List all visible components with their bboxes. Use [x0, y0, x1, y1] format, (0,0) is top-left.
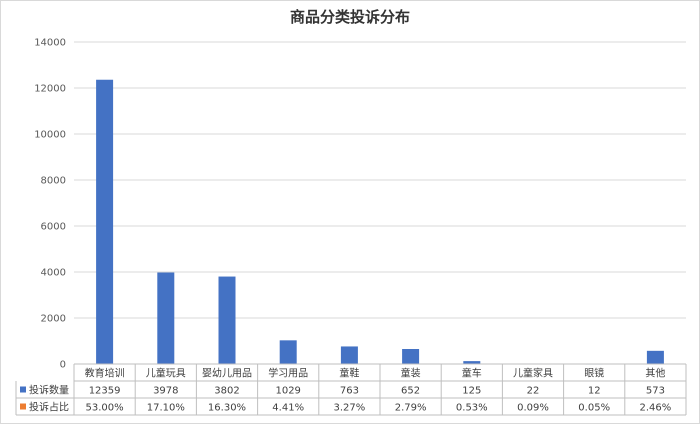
table-cell: 3.27%: [334, 403, 366, 414]
table-cell: 12359: [89, 386, 121, 397]
table-cell: 0.05%: [578, 403, 610, 414]
table-cell: 22: [527, 386, 540, 397]
table-cell: 1029: [275, 386, 300, 397]
category-label: 婴幼儿用品: [202, 367, 252, 380]
legend-key: [20, 403, 26, 410]
table-cell: 17.10%: [147, 403, 185, 414]
category-label: 学习用品: [268, 367, 308, 380]
category-label: 眼镜: [584, 367, 604, 380]
y-tick-label: 6000: [41, 222, 66, 233]
table-cell: 16.30%: [208, 403, 246, 414]
table-cell: 573: [646, 386, 665, 397]
category-label: 教育培训: [85, 367, 125, 380]
bar: [279, 340, 297, 364]
bar: [646, 350, 664, 364]
category-label: 儿童家具: [513, 367, 553, 380]
bar: [340, 346, 358, 364]
category-label: 儿童玩具: [146, 367, 186, 380]
series-label: 投诉数量: [29, 384, 69, 397]
table-cell: 0.53%: [456, 403, 488, 414]
table-cell: 0.09%: [517, 403, 549, 414]
bar: [402, 349, 420, 364]
bar: [218, 276, 236, 364]
series-label: 投诉占比: [29, 401, 69, 414]
table-cell: 53.00%: [86, 403, 124, 414]
bar: [96, 79, 114, 365]
y-tick-label: 2000: [41, 314, 66, 325]
table-cell: 4.41%: [272, 403, 304, 414]
table-cell: 3802: [214, 386, 239, 397]
y-tick-label: 10000: [34, 130, 66, 141]
category-label: 童鞋: [339, 367, 359, 380]
bar: [157, 272, 175, 364]
category-label: 其他: [645, 367, 665, 380]
legend-key: [20, 386, 26, 393]
table-cell: 125: [462, 386, 481, 397]
table-cell: 652: [401, 386, 420, 397]
y-tick-label: 12000: [34, 84, 66, 95]
table-cell: 3978: [153, 386, 178, 397]
y-tick-label: 8000: [41, 176, 66, 187]
y-tick-label: 4000: [41, 268, 66, 279]
table-cell: 763: [340, 386, 359, 397]
bar: [463, 361, 481, 364]
y-tick-label: 14000: [34, 38, 66, 49]
y-tick-label: 0: [60, 360, 66, 371]
table-cell: 2.46%: [640, 403, 672, 414]
chart-title: 商品分类投诉分布: [290, 8, 410, 26]
category-label: 童装: [401, 367, 421, 380]
table-cell: 12: [588, 386, 601, 397]
table-cell: 2.79%: [395, 403, 427, 414]
category-label: 童车: [462, 367, 482, 380]
